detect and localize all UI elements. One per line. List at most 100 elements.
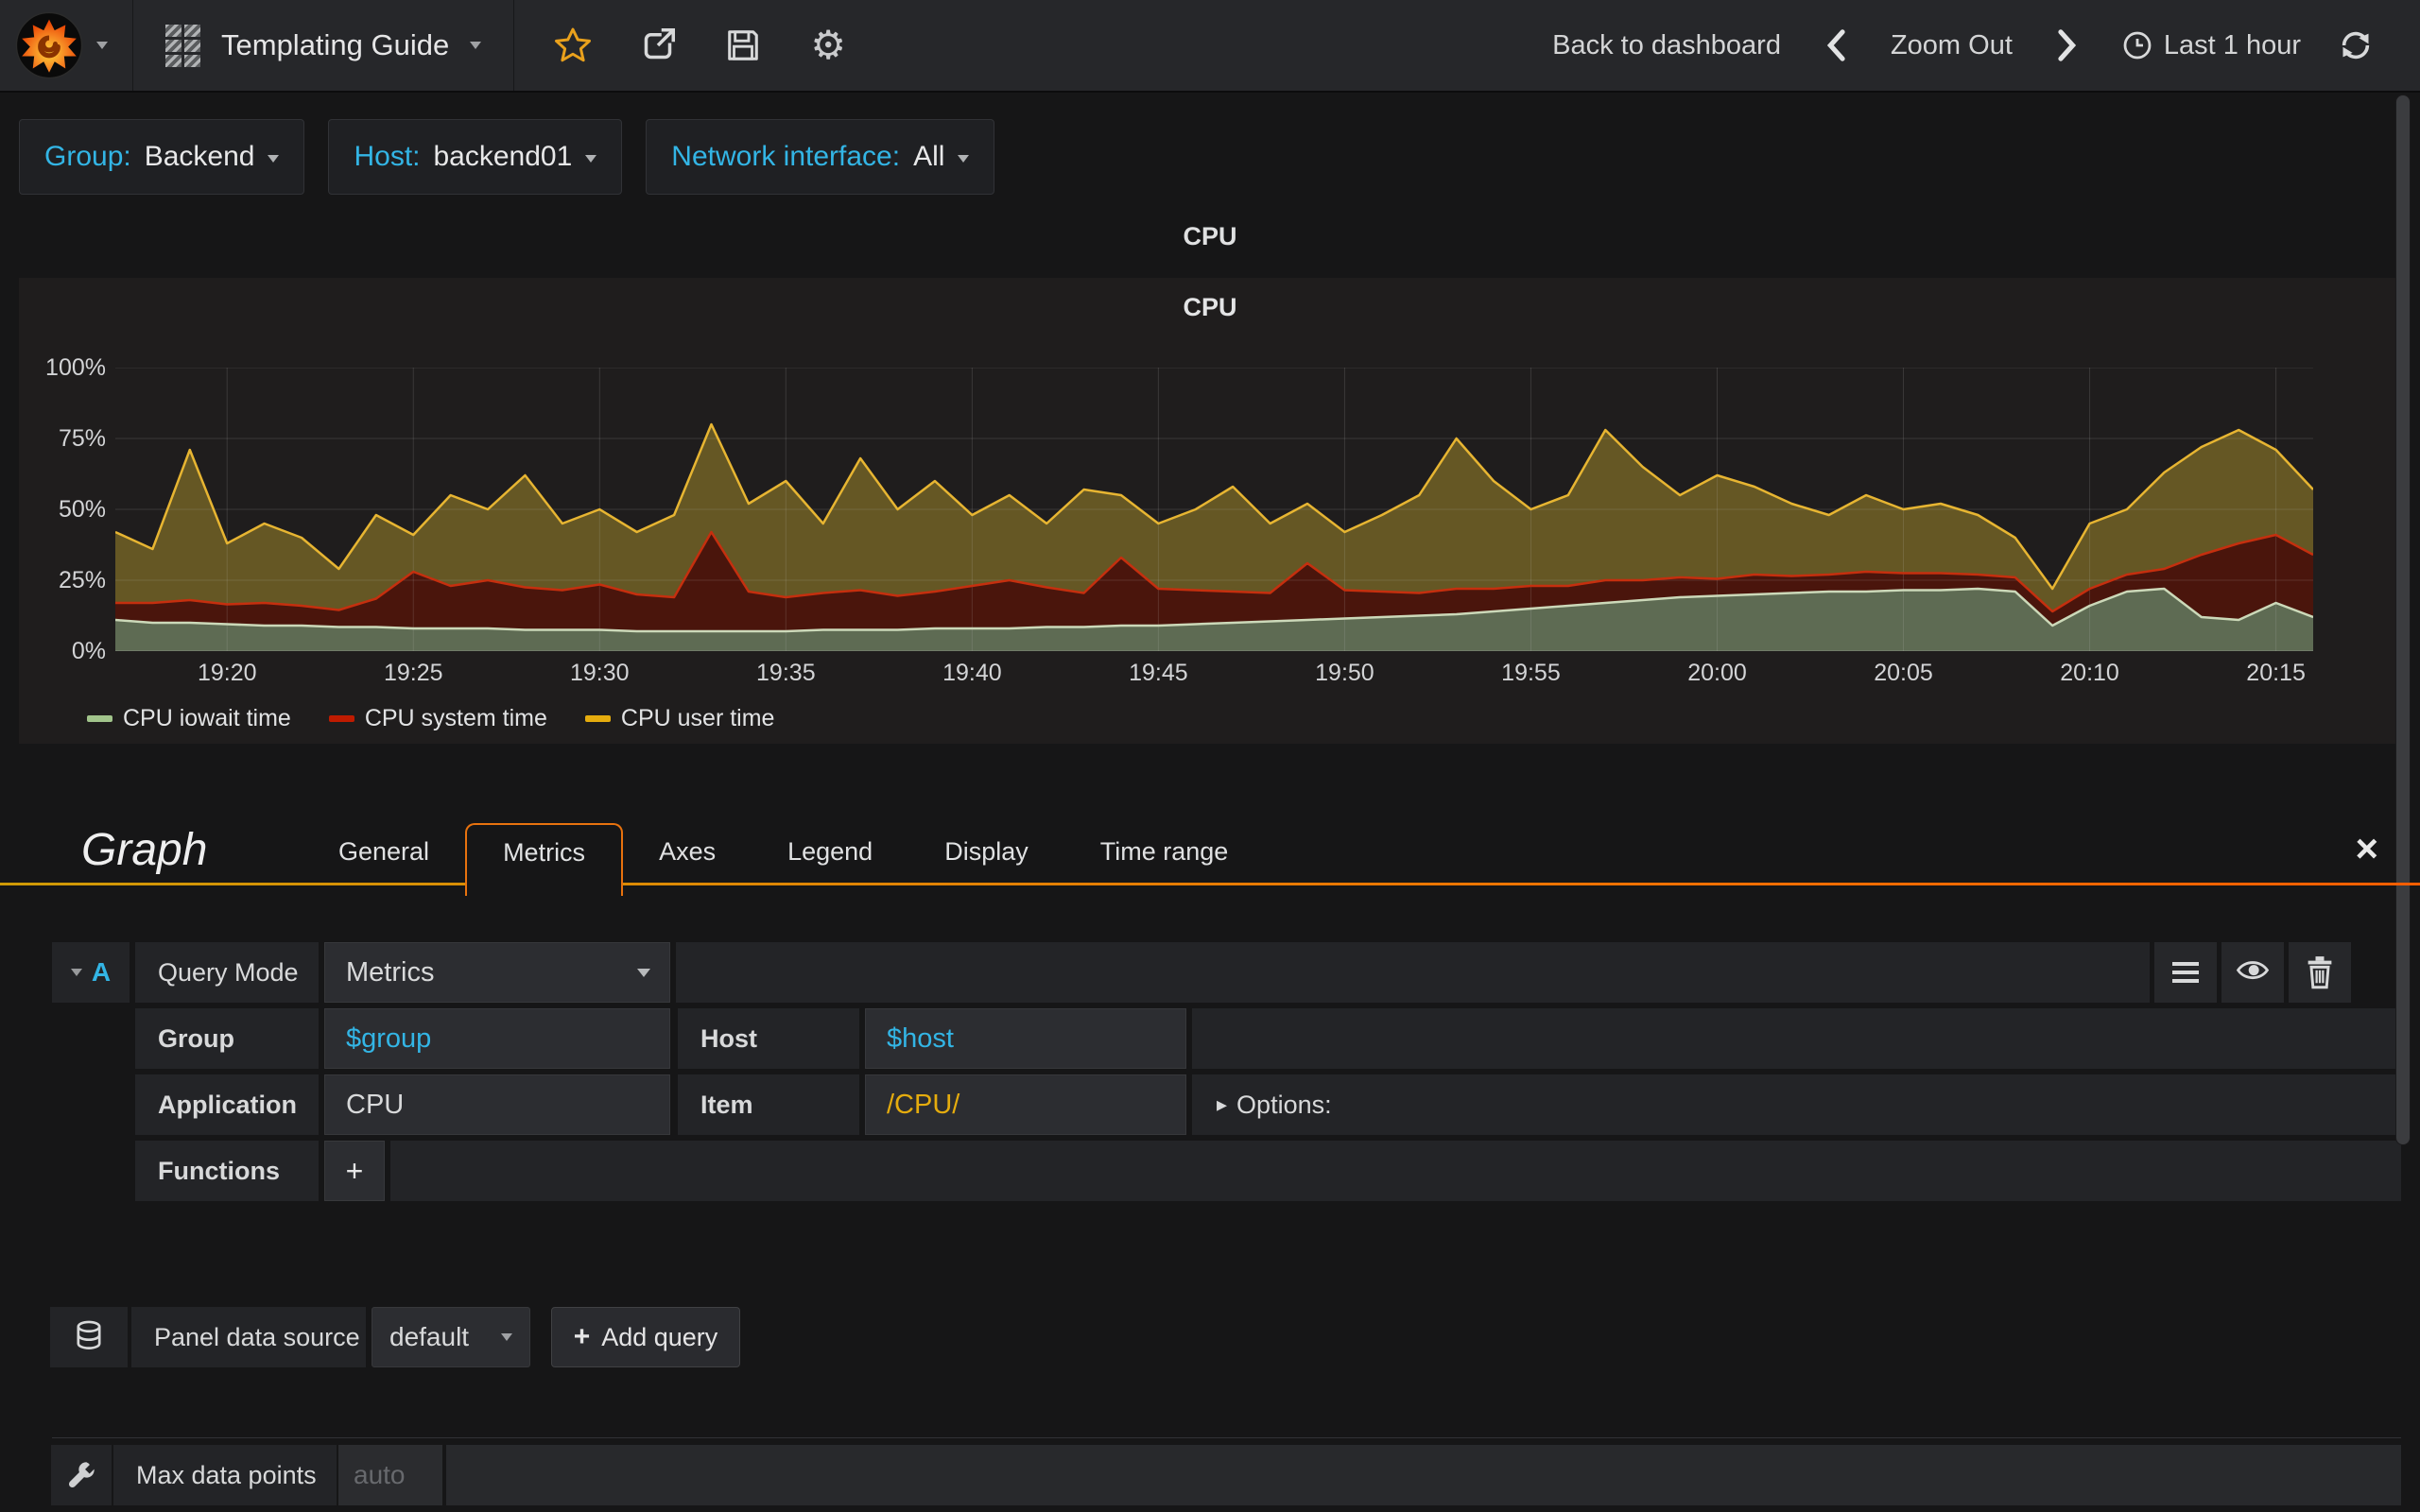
dashboard-row-title[interactable]: CPU xyxy=(1183,221,1237,250)
variable-picker-host[interactable]: Host: backend01 xyxy=(328,119,623,195)
time-picker-button[interactable]: Last 1 hour xyxy=(2122,30,2301,61)
max-data-points-row: Max data points xyxy=(51,1445,2401,1505)
x-tick-label: 19:25 xyxy=(383,660,443,686)
row-filler xyxy=(1192,1008,2401,1069)
y-tick-label: 75% xyxy=(58,425,106,452)
legend-series-label: CPU iowait time xyxy=(123,705,291,731)
time-shift-left-button[interactable] xyxy=(1815,25,1857,66)
legend-series-label: CPU user time xyxy=(620,705,775,731)
wrench-icon-box xyxy=(51,1445,112,1505)
share-button[interactable] xyxy=(637,25,679,66)
functions-label: Functions xyxy=(135,1141,319,1201)
chevron-down-icon xyxy=(501,1333,512,1341)
trash-icon xyxy=(2308,956,2332,989)
variable-picker-network-interface[interactable]: Network interface: All xyxy=(646,119,995,195)
variable-value: All xyxy=(913,141,945,172)
application-field-value[interactable]: CPU xyxy=(324,1074,670,1135)
back-to-dashboard-link[interactable]: Back to dashboard xyxy=(1552,29,1781,60)
zoom-out-button[interactable]: Zoom Out xyxy=(1890,29,2013,60)
tab-display[interactable]: Display xyxy=(944,837,1028,866)
options-toggle[interactable]: ▸ Options: xyxy=(1192,1074,2401,1135)
dashboard-title-button[interactable]: Templating Guide xyxy=(133,0,515,91)
chevron-down-icon xyxy=(70,969,82,976)
share-icon xyxy=(645,28,676,60)
time-shift-right-button[interactable] xyxy=(2047,25,2088,66)
legend-item[interactable]: CPU user time xyxy=(584,705,775,732)
legend-item[interactable]: CPU system time xyxy=(328,705,547,732)
cpu-chart-svg xyxy=(114,367,2314,652)
legend-series-label: CPU system time xyxy=(364,705,547,731)
query-row-application-item: Application CPU Item /CPU/ ▸ Options: xyxy=(135,1074,2401,1135)
group-field-value[interactable]: $group xyxy=(324,1008,670,1069)
chevron-down-icon xyxy=(637,968,650,977)
dashboard-title: Templating Guide xyxy=(221,28,450,61)
page-scrollbar[interactable] xyxy=(2395,94,2411,1145)
group-field-label: Group xyxy=(135,1008,319,1069)
panel-datasource-label: Panel data source xyxy=(131,1307,366,1367)
y-axis-labels: 0% 25% 50% 75% 100% xyxy=(23,354,106,664)
tab-legend[interactable]: Legend xyxy=(787,837,873,866)
star-icon xyxy=(555,27,592,62)
y-tick-label: 0% xyxy=(71,638,106,664)
max-data-points-input[interactable] xyxy=(338,1445,442,1505)
query-row-mode: A Query Mode Metrics xyxy=(52,942,2351,1003)
save-icon xyxy=(728,30,759,60)
add-query-button[interactable]: + Add query xyxy=(551,1307,740,1367)
clock-icon xyxy=(2123,31,2152,60)
query-row-group-host: Group $group Host $host xyxy=(135,1008,2401,1069)
dashboard-grid-icon xyxy=(165,24,200,67)
navbar-actions: ⚙ xyxy=(514,0,887,91)
y-tick-label: 25% xyxy=(58,567,106,593)
panel-title[interactable]: CPU xyxy=(1183,293,1237,321)
tab-time-range[interactable]: Time range xyxy=(1099,837,1229,866)
plus-icon: + xyxy=(573,1321,591,1352)
tab-general[interactable]: General xyxy=(338,837,430,866)
x-axis-labels: 19:20 19:25 19:30 19:35 19:40 19:45 19:50 19:55… xyxy=(115,660,2313,694)
item-field-label: Item xyxy=(678,1074,859,1135)
navbar-timecontrols: Back to dashboard Zoom Out Last 1 hour xyxy=(1552,0,2420,91)
row-filler xyxy=(676,942,2150,1003)
chevron-right-icon xyxy=(2058,29,2076,61)
tab-underline xyxy=(0,883,2420,885)
template-variables-bar: Group: Backend Host: backend01 Network i… xyxy=(0,93,2420,195)
triangle-right-icon: ▸ xyxy=(1217,1092,1228,1116)
datasource-select[interactable]: default xyxy=(372,1307,530,1367)
grafana-logo-button[interactable] xyxy=(0,0,133,91)
chart-legend: CPU iowait time CPU system time CPU user t… xyxy=(87,705,774,732)
chevron-down-icon xyxy=(585,155,597,163)
star-button[interactable] xyxy=(552,25,594,66)
host-field-value[interactable]: $host xyxy=(865,1008,1186,1069)
variable-picker-group[interactable]: Group: Backend xyxy=(19,119,305,195)
tab-axes[interactable]: Axes xyxy=(659,837,717,866)
settings-button[interactable]: ⚙ xyxy=(807,25,849,66)
query-mode-value: Metrics xyxy=(346,956,435,988)
options-label: Options: xyxy=(1236,1090,1332,1119)
x-tick-label: 19:40 xyxy=(942,660,1002,686)
legend-color-swatch xyxy=(87,715,112,722)
close-editor-button[interactable]: × xyxy=(2355,826,2378,870)
legend-item[interactable]: CPU iowait time xyxy=(87,705,291,732)
query-editor: A Query Mode Metrics Group $g xyxy=(0,942,2420,1505)
x-tick-label: 19:20 xyxy=(197,660,257,686)
save-button[interactable] xyxy=(722,25,764,66)
x-tick-label: 19:45 xyxy=(1129,660,1188,686)
x-tick-label: 20:00 xyxy=(1687,660,1747,686)
x-tick-label: 19:35 xyxy=(756,660,816,686)
query-toggle-visibility-button[interactable] xyxy=(2221,942,2284,1003)
item-field-value[interactable]: /CPU/ xyxy=(865,1074,1186,1135)
add-function-button[interactable]: + xyxy=(324,1141,385,1201)
y-tick-label: 100% xyxy=(45,354,106,381)
datasource-row: Panel data source default + Add query xyxy=(50,1307,2401,1367)
query-collapse-toggle[interactable]: A xyxy=(52,942,130,1003)
query-menu-button[interactable] xyxy=(2154,942,2217,1003)
variable-label: Network interface: xyxy=(671,141,901,172)
tab-metrics[interactable]: Metrics xyxy=(465,823,624,896)
query-mode-select[interactable]: Metrics xyxy=(324,942,670,1003)
query-delete-button[interactable] xyxy=(2289,942,2351,1003)
wrench-icon xyxy=(68,1462,95,1488)
variable-label: Group: xyxy=(44,141,131,172)
chevron-down-icon xyxy=(268,155,280,163)
editor-tabs: General Metrics Axes Legend Display Time… xyxy=(302,822,1264,896)
refresh-button[interactable] xyxy=(2335,25,2377,66)
refresh-icon xyxy=(2342,31,2370,60)
